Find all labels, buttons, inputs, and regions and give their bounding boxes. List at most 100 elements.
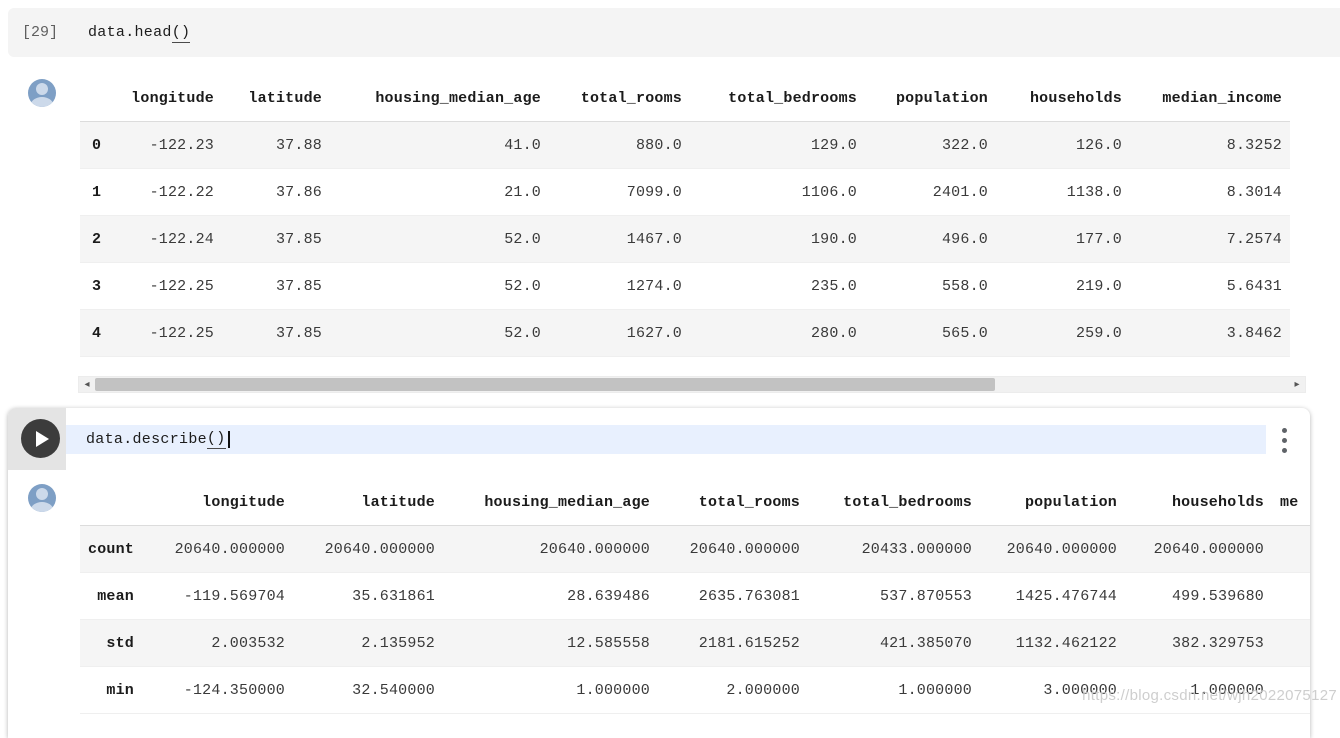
table-cell: 565.0 [865,309,996,357]
table-cell: 37.88 [222,121,330,169]
horizontal-scrollbar[interactable]: ◂ ▸ [78,376,1306,393]
table-row: 4 -122.25 37.85 52.0 1627.0 280.0 565.0 259.0 3.… [80,309,1290,357]
table-cell: 21.0 [330,168,549,216]
table-cell: 5.6431 [1130,262,1290,310]
column-header: total_bedrooms [690,76,865,122]
code-parens: () [171,24,191,43]
table-cell: 2181.615252 [658,619,808,667]
table-cell: 880.0 [549,121,690,169]
describe-table: longitude latitude housing_median_age total… [80,480,1310,714]
row-index: std [80,619,142,667]
watermark-text: https://blog.csdn.net/wjh2022075127 [1082,687,1337,704]
column-header: population [980,480,1125,526]
head-table: longitude latitude housing_median_age total… [80,76,1290,357]
row-index: 2 [80,215,120,263]
code-cell-1: [29] data.head() [8,8,1340,57]
column-header: latitude [222,76,330,122]
table-cell: 1425.476744 [980,572,1125,620]
text-cursor [227,431,230,448]
table-row: count 20640.000000 20640.000000 20640.00000… [80,525,1310,573]
table-cell: -122.25 [120,262,222,310]
code-text: data.head [88,24,172,41]
index-header [80,480,142,526]
avatar-head-shape [36,488,48,500]
table-cell: 1627.0 [549,309,690,357]
table-cell: 280.0 [690,309,865,357]
table-cell: 8.3252 [1130,121,1290,169]
avatar-torso-shape [31,97,53,107]
row-index: 3 [80,262,120,310]
kebab-dot-icon [1281,447,1287,453]
table-cell: 190.0 [690,215,865,263]
user-avatar-icon [28,484,56,512]
table-cell: 37.86 [222,168,330,216]
table-cell: 499.539680 [1125,572,1272,620]
table-cell: 20433.000000 [808,525,980,573]
play-icon [36,430,49,447]
code-parens: () [206,430,226,449]
column-header: latitude [293,480,443,526]
row-index: 4 [80,309,120,357]
table-cell: -124.350000 [142,666,293,714]
table-cell: 2635.763081 [658,572,808,620]
code-editor-1[interactable]: data.head() [88,24,191,43]
table-cell: 1.000000 [808,666,980,714]
column-header: longitude [142,480,293,526]
table-cell: 20640.000000 [142,525,293,573]
table-cell: 235.0 [690,262,865,310]
column-header: me [1272,480,1310,526]
run-cell-button[interactable] [21,419,60,458]
table-cell: 126.0 [996,121,1130,169]
execution-count[interactable]: [29] [22,24,59,41]
table-cell: 41.0 [330,121,549,169]
table-cell [1272,572,1310,620]
table-cell: 52.0 [330,309,549,357]
row-index: min [80,666,142,714]
table-cell: -122.24 [120,215,222,263]
scroll-left-icon[interactable]: ◂ [84,379,90,390]
table-cell: 177.0 [996,215,1130,263]
row-index: 1 [80,168,120,216]
scroll-right-icon[interactable]: ▸ [1294,379,1300,390]
code-editor-2[interactable]: data.describe() [66,425,1266,454]
table-cell: 382.329753 [1125,619,1272,667]
column-header: median_income [1130,76,1290,122]
avatar-torso-shape [31,502,53,512]
table-cell: 129.0 [690,121,865,169]
column-header: households [1125,480,1272,526]
table-cell: 28.639486 [443,572,658,620]
row-index: 0 [80,121,120,169]
table-cell: 558.0 [865,262,996,310]
table-cell: 2401.0 [865,168,996,216]
table-cell: 32.540000 [293,666,443,714]
table-cell: 3.000000 [980,666,1125,714]
table-row: 1 -122.22 37.86 21.0 7099.0 1106.0 2401.0 1138.… [80,168,1290,216]
cell-options-menu-button[interactable] [1274,423,1294,457]
table-cell: 259.0 [996,309,1130,357]
header-row: longitude latitude housing_median_age total… [80,480,1310,526]
kebab-dot-icon [1281,437,1287,443]
table-cell: -122.22 [120,168,222,216]
table-cell: 3.8462 [1130,309,1290,357]
scrollbar-thumb[interactable] [95,378,995,391]
table-cell: 20640.000000 [443,525,658,573]
table-cell: 1274.0 [549,262,690,310]
table-cell: 1132.462122 [980,619,1125,667]
column-header: total_bedrooms [808,480,980,526]
table-row: std 2.003532 2.135952 12.585558 2181.615252 4… [80,619,1310,667]
table-cell: 421.385070 [808,619,980,667]
column-header: households [996,76,1130,122]
dataframe-output-1: longitude latitude housing_median_age total… [80,76,1310,357]
table-cell: 52.0 [330,262,549,310]
column-header: longitude [120,76,222,122]
table-cell: 8.3014 [1130,168,1290,216]
table-cell [1272,619,1310,667]
table-cell: 7099.0 [549,168,690,216]
column-header: housing_median_age [330,76,549,122]
table-cell: 20640.000000 [658,525,808,573]
user-avatar-icon [28,79,56,107]
table-cell: -122.23 [120,121,222,169]
code-cell-2: data.describe() longitude latitude housing… [8,408,1310,738]
table-cell: 37.85 [222,309,330,357]
table-row: 3 -122.25 37.85 52.0 1274.0 235.0 558.0 219.0 5.… [80,262,1290,310]
